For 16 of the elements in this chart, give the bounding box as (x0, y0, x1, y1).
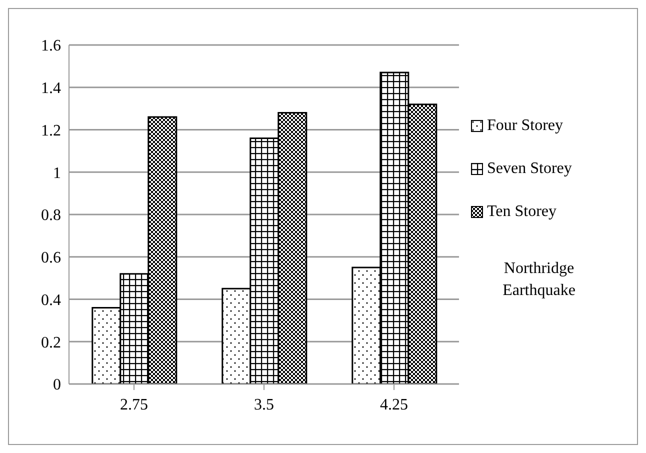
y-tick-label: 0 (53, 376, 61, 394)
y-tick-label: 1.2 (41, 122, 61, 140)
y-tick-label: 0.4 (41, 292, 61, 309)
y-tick-label: 1.6 (41, 38, 61, 55)
y-tick-label: 1 (53, 164, 61, 182)
y-tick-label: 0.8 (41, 207, 61, 224)
x-tick-label: 2.75 (120, 396, 148, 414)
legend-label: Four Storey (487, 116, 563, 134)
legend-label: Ten Storey (487, 202, 557, 220)
y-tick-label: 0.2 (41, 334, 61, 352)
y-tick-label: 0.6 (41, 250, 61, 267)
text: Northridge Earthquake (502, 259, 576, 301)
legend-label: Seven Storey (487, 160, 572, 178)
x-tick-label: 4.25 (380, 396, 408, 414)
x-tick-label: 3.5 (254, 396, 274, 414)
y-tick-label: 1.4 (41, 80, 61, 98)
